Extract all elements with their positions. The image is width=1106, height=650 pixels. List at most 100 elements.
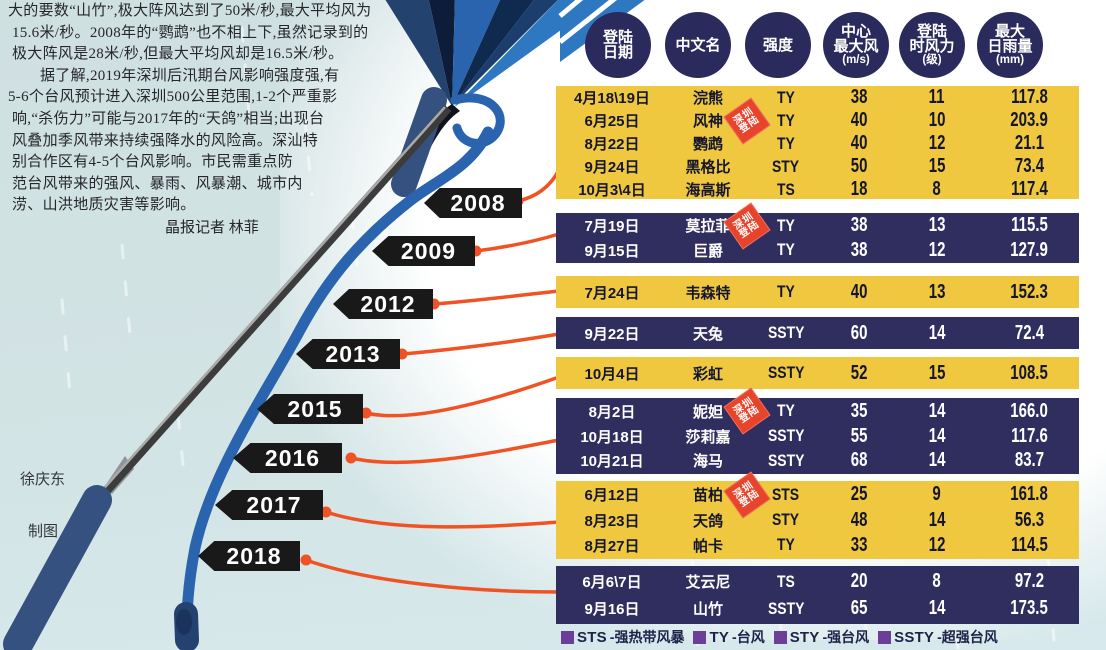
max-wind: 52 — [824, 362, 894, 385]
landing-force: 11 — [894, 86, 980, 109]
typhoon-row: 8月22日 鹦鹉 TY 40 12 21.1 — [556, 132, 1079, 155]
max-daily-rain-value: 173.5 — [1010, 597, 1049, 619]
article-paragraphs: 大的要数“山竹”,极大阵风达到了50米/秒,最大平均风为 15.6米/秒。2008… — [8, 1, 448, 217]
max-daily-rain-value: 161.8 — [1010, 483, 1049, 506]
max-daily-rain-value: 73.4 — [1014, 155, 1045, 177]
article-line: 5-6个台风预计进入深圳500公里范围,1-2个严重影 — [8, 89, 338, 106]
landing-force-value: 14 — [928, 321, 946, 344]
max-wind-value: 60 — [850, 321, 868, 344]
max-wind: 18 — [824, 178, 894, 201]
year-group-band-2009: 7月19日 莫拉菲 深圳 登陆 TY 38 13 115.5 9月15日 巨爵 TY 38 12 127.… — [556, 202, 1079, 263]
intensity-code: SSTY — [748, 323, 824, 343]
max-wind: 25 — [824, 483, 894, 506]
max-daily-rain: 127.9 — [980, 239, 1079, 262]
landing-date: 10月3\4日 — [578, 182, 646, 199]
landing-force: 14 — [894, 449, 980, 472]
max-daily-rain: 166.0 — [980, 400, 1079, 423]
typhoon-name: 鹦鹉 — [692, 136, 723, 153]
landing-date: 10月21日 — [580, 453, 644, 471]
max-daily-rain-value: 166.0 — [1010, 399, 1049, 422]
legend-label: -超强台风 — [937, 629, 998, 645]
landing-force-value: 8 — [932, 178, 942, 200]
intensity-code: TY — [748, 240, 824, 260]
intensity-text: TY — [777, 535, 795, 555]
typhoon-name: 莎莉嘉 — [685, 428, 731, 446]
legend-item-TY: TY -台风 — [693, 627, 765, 647]
column-header-circle: 中文名 — [665, 12, 731, 78]
landing-force: 15 — [894, 155, 980, 178]
column-header-circle: 登陆 时风力 (级) — [899, 12, 965, 78]
landing-force-value: 14 — [928, 399, 946, 422]
column-header-text: 日雨量 — [987, 37, 1033, 55]
intensity-text: STY — [772, 156, 800, 176]
intensity-text: TY — [777, 240, 795, 260]
article-text: 大的要数“山竹”,极大阵风达到了50米/秒,最大平均风为 15.6米/秒。2008… — [8, 1, 448, 240]
typhoon-row: 8月2日 妮妲 深圳 登陆 TY 35 14 166.0 — [556, 387, 1079, 435]
landing-force: 12 — [894, 132, 980, 155]
year-group-band-2012: 7月24日 韦森特 TY 40 13 152.3 — [556, 276, 1079, 308]
article-line: 涝、山洪地质灾害等影响。 — [12, 197, 196, 214]
landing-force-value: 15 — [928, 361, 946, 384]
article-line: 响,“杀伤力”可能与2017年的“天鸽”相当;出现台 — [12, 110, 325, 127]
legend-label: -台风 — [732, 629, 765, 645]
max-daily-rain-value: 117.4 — [1011, 178, 1048, 200]
intensity-text: TS — [777, 571, 795, 591]
typhoon-row: 6月25日 风神 深圳 登陆 TY 40 10 203.9 — [556, 96, 1079, 145]
max-wind: 40 — [824, 281, 894, 304]
max-wind-value: 25 — [850, 483, 868, 506]
legend-item-SSTY: SSTY -超强台风 — [878, 627, 998, 647]
landing-force-value: 14 — [928, 597, 946, 619]
landing-date: 9月24日 — [584, 159, 640, 176]
max-daily-rain: 161.8 — [980, 483, 1079, 506]
intensity-code: STY — [748, 510, 824, 530]
column-header-text: 日期 — [602, 44, 633, 61]
connector-curve — [305, 558, 560, 594]
year-flag-2018: 2018 — [198, 541, 300, 571]
typhoon-name: 苗柏 深圳 登陆 — [668, 471, 771, 519]
intensity-code: TY — [748, 88, 824, 108]
intensity-text: SSTY — [767, 426, 805, 445]
typhoon-name: 黑格比 — [685, 159, 731, 176]
landing-force-value: 8 — [932, 570, 942, 592]
max-wind-value: 40 — [850, 109, 868, 131]
article-line: 极大阵风是28米/秒,但最大平均风却是16.5米/秒。 — [12, 46, 344, 63]
max-wind-value: 38 — [850, 214, 868, 237]
intensity-code: TS — [748, 572, 824, 592]
connector-dot — [320, 506, 332, 518]
credit-role: 制图 — [28, 524, 59, 540]
column-header-text: 最大 — [994, 22, 1025, 40]
max-wind: 55 — [824, 425, 894, 448]
landing-force: 8 — [894, 178, 980, 201]
landing-date: 8月23日 — [584, 512, 640, 530]
column-header-text: 中心 — [840, 22, 871, 40]
connector-dot — [300, 554, 312, 566]
max-wind: 68 — [824, 449, 894, 472]
intensity-code: TY — [748, 111, 824, 131]
typhoon-row: 10月4日 彩虹 SSTY 52 15 108.5 — [556, 362, 1079, 385]
landing-date: 10月18日 — [580, 428, 644, 446]
typhoon-name: 彩虹 — [692, 365, 723, 383]
landing-date: 8月27日 — [584, 537, 640, 555]
landing-force: 8 — [894, 570, 980, 593]
connector-dot — [360, 407, 372, 419]
intensity-code: SSTY — [748, 426, 824, 446]
max-wind-value: 65 — [850, 597, 868, 619]
max-wind-value: 40 — [850, 280, 868, 303]
column-header-circle: 强度 — [745, 12, 811, 78]
landing-force: 14 — [894, 509, 980, 532]
intensity-code: TS — [748, 180, 824, 200]
landing-force: 14 — [894, 425, 980, 448]
intensity-text: STS — [772, 484, 800, 504]
column-header-text: (mm) — [995, 53, 1025, 66]
typhoon-name: 妮妲 深圳 登陆 — [668, 387, 771, 435]
article-line: 范台风带来的强风、暴雨、风暴潮、城市内 — [12, 175, 303, 192]
byline: 晶报记者 林菲 — [165, 219, 259, 236]
connector-curve — [433, 289, 560, 306]
year-group-band-2017: 6月12日 苗柏 深圳 登陆 STS 25 9 161.8 8月23日 天鸽 STY 48 14 56.3… — [556, 471, 1079, 559]
max-wind-value: 55 — [850, 424, 868, 447]
landing-date: 4月18\19日 — [574, 90, 650, 107]
column-header-text: 登陆 — [916, 22, 947, 40]
max-daily-rain-value: 21.1 — [1014, 132, 1045, 154]
intensity-text: TY — [777, 215, 795, 235]
legend-code: STY — [789, 628, 820, 646]
